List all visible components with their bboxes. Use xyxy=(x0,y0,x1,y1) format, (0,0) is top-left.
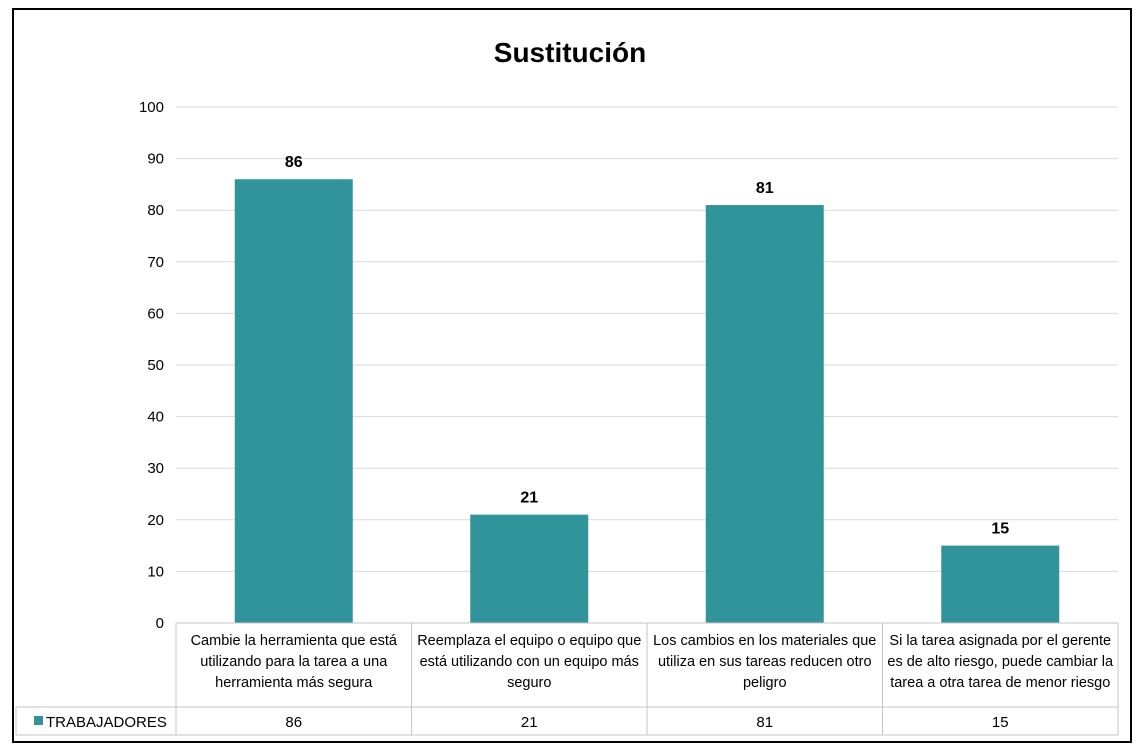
x-tick-label: Cambie la herramienta que está xyxy=(191,633,398,649)
x-tick-label: utilizando para la tarea a una xyxy=(200,654,388,670)
y-tick-label: 60 xyxy=(147,305,164,322)
bar-series xyxy=(234,179,1060,624)
data-label: 86 xyxy=(285,154,303,171)
y-tick-label: 100 xyxy=(139,99,164,116)
y-tick-label: 10 xyxy=(147,563,164,580)
y-tick-label: 90 xyxy=(147,151,164,168)
table-value: 21 xyxy=(521,714,538,731)
data-label: 15 xyxy=(991,521,1009,538)
y-tick-label: 0 xyxy=(156,615,164,632)
x-tick-label: está utilizando con un equipo más xyxy=(420,654,639,670)
x-tick-label: utiliza en sus tareas reducen otro xyxy=(658,654,872,670)
y-tick-label: 50 xyxy=(147,357,164,374)
bar xyxy=(705,205,824,624)
x-tick-label: tarea a otra tarea de menor riesgo xyxy=(890,675,1110,691)
legend-label: TRABAJADORES xyxy=(46,714,167,731)
chart-frame: Sustitución 0 10 20 30 40 50 60 70 80 90 100 86 21 8… xyxy=(12,8,1132,743)
table-value: 81 xyxy=(756,714,773,731)
table-value: 15 xyxy=(992,714,1009,731)
y-axis: 0 10 20 30 40 50 60 70 80 90 100 xyxy=(139,99,164,632)
data-labels: 86 21 81 15 xyxy=(285,154,1009,537)
y-tick-label: 30 xyxy=(147,460,164,477)
x-tick-label: Si la tarea asignada por el gerente xyxy=(889,633,1111,649)
data-table: Cambie la herramienta que está utilizando… xyxy=(15,622,1119,736)
x-tick-label: peligro xyxy=(743,675,787,691)
y-tick-label: 40 xyxy=(147,409,164,426)
x-tick-label: herramienta más segura xyxy=(215,675,373,691)
x-tick-label: es de alto riesgo, puede cambiar la xyxy=(887,654,1114,670)
x-tick-label: Los cambios en los materiales que xyxy=(653,633,876,649)
data-label: 81 xyxy=(756,180,774,197)
y-tick-label: 20 xyxy=(147,512,164,529)
y-tick-label: 80 xyxy=(147,202,164,219)
bar xyxy=(234,179,353,624)
bar xyxy=(470,514,589,623)
x-tick-label: seguro xyxy=(507,675,551,691)
legend-swatch xyxy=(34,716,43,725)
y-tick-label: 70 xyxy=(147,254,164,271)
chart-title: Sustitución xyxy=(494,37,646,68)
x-tick-label: Reemplaza el equipo o equipo que xyxy=(417,633,641,649)
data-label: 21 xyxy=(520,490,538,507)
bar xyxy=(941,545,1060,623)
table-value: 86 xyxy=(285,714,302,731)
